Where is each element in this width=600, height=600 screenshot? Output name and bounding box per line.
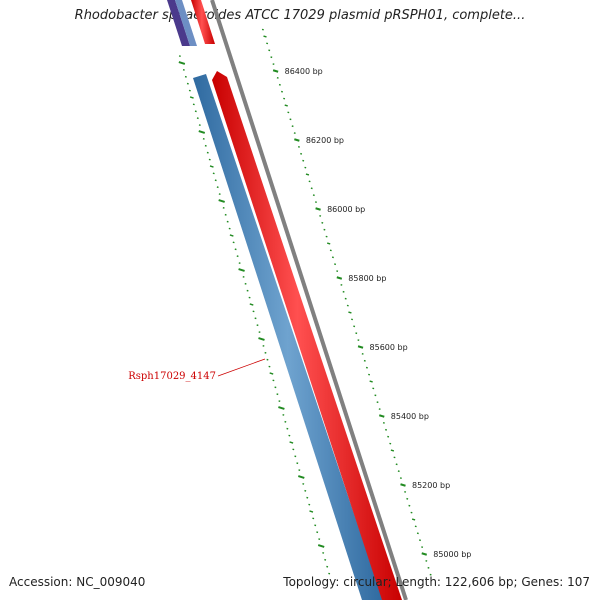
inner-ruler-major-tick [178, 61, 186, 65]
ruler-minor-tick [263, 35, 267, 38]
ruler-label: 85000 bp [433, 550, 471, 559]
ruler-major-tick [315, 207, 321, 211]
inner-ruler-minor-tick [289, 441, 294, 444]
ruler-label: 85600 bp [370, 343, 408, 352]
ruler-label: 85800 bp [348, 274, 386, 283]
ruler-major-tick [294, 138, 300, 142]
ruler-minor-tick [284, 104, 288, 107]
ruler-label: 85400 bp [391, 412, 429, 421]
gene-segment-red-top [191, 0, 215, 44]
ruler-major-tick [272, 69, 279, 73]
inner-ruler-minor-tick [189, 96, 194, 99]
ruler-label: 86200 bp [306, 136, 344, 145]
inner-ruler-major-tick [258, 337, 265, 341]
gene-reverse-strand[interactable] [193, 74, 383, 600]
inner-ruler-minor-tick [229, 234, 234, 237]
inner-ruler-minor-tick [209, 165, 214, 168]
inner-ruler-major-tick [218, 199, 225, 203]
ruler-major-tick [357, 345, 364, 349]
gene-segment-purple [167, 0, 190, 46]
inner-ruler-major-tick [278, 406, 285, 410]
ruler-labels: 86400 bp 86200 bp 86000 bp 85800 bp 85600 bp… [285, 67, 472, 559]
gene-label-leader [217, 358, 266, 377]
inner-ruler-major-tick [298, 475, 305, 479]
ruler-minor-tick [305, 173, 310, 176]
ruler-label: 86400 bp [285, 67, 323, 76]
gene-label[interactable]: Rsph17029_4147 [128, 371, 216, 382]
ruler-major-tick [378, 414, 385, 418]
ruler-label: 85200 bp [412, 481, 450, 490]
ruler-major-tick [336, 276, 343, 280]
ruler-minor-tick [369, 380, 373, 383]
summary-text: Topology: circular; Length: 122,606 bp; … [283, 575, 590, 589]
ruler-minor-tick [326, 242, 331, 245]
gene-segment-blue [175, 0, 197, 46]
inner-ruler-minor-tick [309, 510, 314, 513]
inner-ruler-major-tick [317, 544, 325, 548]
inner-ruler-minor-tick [249, 303, 254, 306]
accession-text: Accession: NC_009040 [9, 575, 146, 589]
inner-ruler-major-tick [238, 268, 245, 272]
ruler-minor-tick [348, 311, 352, 314]
ruler-minor-tick [390, 449, 395, 452]
inner-ruler-minor-tick [269, 372, 274, 375]
ruler-major-tick [421, 552, 428, 556]
ruler-label: 86000 bp [327, 205, 365, 214]
inner-ruler-major-tick [198, 130, 206, 134]
ruler-ticks [178, 28, 432, 576]
backbone-line [210, 0, 408, 600]
ruler-major-tick [400, 483, 406, 487]
gene-forward-strand[interactable] [212, 71, 402, 600]
ruler-minor-tick [411, 518, 416, 521]
